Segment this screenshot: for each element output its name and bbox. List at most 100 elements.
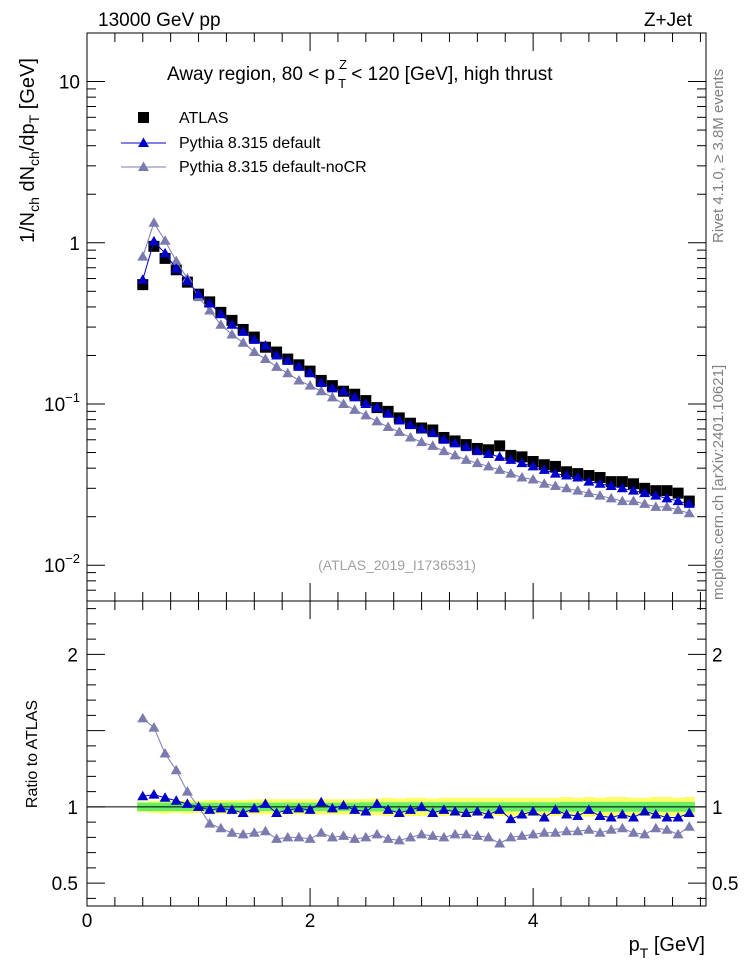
title-part-b: < 120 [GeV], high thrust <box>346 64 553 85</box>
pythia-point <box>494 451 506 461</box>
nocr-point <box>259 353 271 364</box>
legend-label-pythia: Pythia 8.315 default <box>179 135 321 152</box>
pythia-point <box>572 472 584 482</box>
pythia-point <box>393 415 405 425</box>
main-data-layer <box>137 217 695 518</box>
ratio-nocr-point <box>237 828 249 839</box>
ratio-pythia-point <box>237 807 249 817</box>
ratio-pythia-point <box>460 807 472 817</box>
nocr-point <box>304 380 316 390</box>
ratio-nocr-point <box>159 748 171 758</box>
ratio-panel: 2 21 10.5 0.50 2 4 Ratio to ATLAS pT [GeV] <box>24 600 738 961</box>
ylabel-a: 1/N <box>17 212 39 243</box>
nocr-point <box>315 385 327 396</box>
ratio-nocr-point <box>583 824 595 834</box>
ratio-pythia-point <box>382 804 394 814</box>
ratio-pythia-point <box>215 802 227 813</box>
atlas-point <box>159 252 171 264</box>
nocr-point <box>672 504 684 515</box>
ratio-ytick-label: 1 <box>67 798 78 819</box>
ratio-pythia-point <box>360 805 372 816</box>
ratio-pythia-point <box>326 802 338 813</box>
atlas-point <box>148 240 160 252</box>
header-right: Z+Jet <box>644 10 693 31</box>
ratio-pythia-point <box>393 807 405 817</box>
nocr-point <box>282 367 294 378</box>
nocr-line <box>142 221 690 514</box>
ytick-base: 1 <box>69 234 80 255</box>
ratio-pythia-point <box>427 807 439 817</box>
pythia-point <box>438 434 450 444</box>
ratio-pythia-point <box>338 799 350 810</box>
pythia-point <box>148 235 160 246</box>
pythia-point <box>226 319 238 329</box>
ratio-nocr-point <box>137 712 149 723</box>
atlas-point <box>516 451 528 463</box>
pythia-point <box>605 480 617 491</box>
ratio-nocr-line <box>142 718 690 845</box>
ratio-nocr-point <box>360 831 372 842</box>
ratio-nocr-point <box>293 831 305 842</box>
pythia-point <box>360 398 372 408</box>
nocr-point <box>561 482 573 493</box>
atlas-point <box>672 487 684 499</box>
main-ticks <box>86 32 706 602</box>
ratio-pythia-point <box>371 798 383 808</box>
ratio-pythia-point <box>594 810 606 821</box>
ratio-nocr-point <box>527 828 539 839</box>
ratio-nocr-point <box>594 827 606 837</box>
nocr-point <box>683 507 695 518</box>
ratio-pythia-point <box>159 792 171 802</box>
ratio-nocr-point <box>449 828 461 839</box>
pythia-point <box>650 490 662 500</box>
ratio-pythia-point <box>538 812 550 822</box>
ratio-pythia-point <box>181 798 193 808</box>
legend-label-atlas: ATLAS <box>179 110 229 127</box>
pythia-point <box>181 275 193 285</box>
atlas-point <box>594 472 606 484</box>
main-ytick-label: 10 <box>59 73 80 94</box>
pythia-point <box>661 492 673 503</box>
nocr-point <box>215 319 227 329</box>
pythia-point <box>561 470 573 480</box>
ratio-pythia-point <box>416 801 428 811</box>
pythia-point <box>505 454 517 464</box>
pythia-point <box>639 487 651 498</box>
nocr-point <box>538 478 550 488</box>
nocr-point <box>549 480 561 491</box>
ratio-pythia-point <box>259 798 271 808</box>
pythia-point <box>159 247 171 258</box>
ratio-nocr-point <box>326 831 338 842</box>
atlas-point <box>137 279 149 291</box>
nocr-point <box>371 415 383 426</box>
ratio-nocr-point <box>404 831 416 842</box>
ratio-nocr-point <box>471 830 483 840</box>
ratio-pythia-point <box>226 804 238 814</box>
pythia-point <box>215 308 227 319</box>
ratio-pythia-point <box>271 807 283 817</box>
pythia-point <box>349 391 361 402</box>
nocr-point <box>148 217 160 227</box>
ratio-nocr-point <box>148 722 160 732</box>
atlas-point <box>628 478 640 490</box>
ratio-ytick-label-right: 0.5 <box>712 874 738 895</box>
ratio-nocr-point <box>572 825 584 836</box>
ylabel-s1: ch <box>26 197 42 212</box>
ratio-nocr-point <box>438 831 450 842</box>
xtick-label: 0 <box>82 911 93 932</box>
nocr-point <box>438 445 450 456</box>
ratio-pythia-point <box>583 804 595 814</box>
nocr-point <box>505 468 517 478</box>
pythia-point <box>594 478 606 488</box>
pythia-line <box>142 240 690 505</box>
ratio-nocr-point <box>170 764 182 775</box>
ratio-nocr-point <box>382 833 394 843</box>
ratio-nocr-point <box>259 825 271 836</box>
pythia-point <box>460 441 472 452</box>
legend: ATLAS Pythia 8.315 default Pythia 8.315 … <box>121 110 367 176</box>
nocr-point <box>572 485 584 495</box>
